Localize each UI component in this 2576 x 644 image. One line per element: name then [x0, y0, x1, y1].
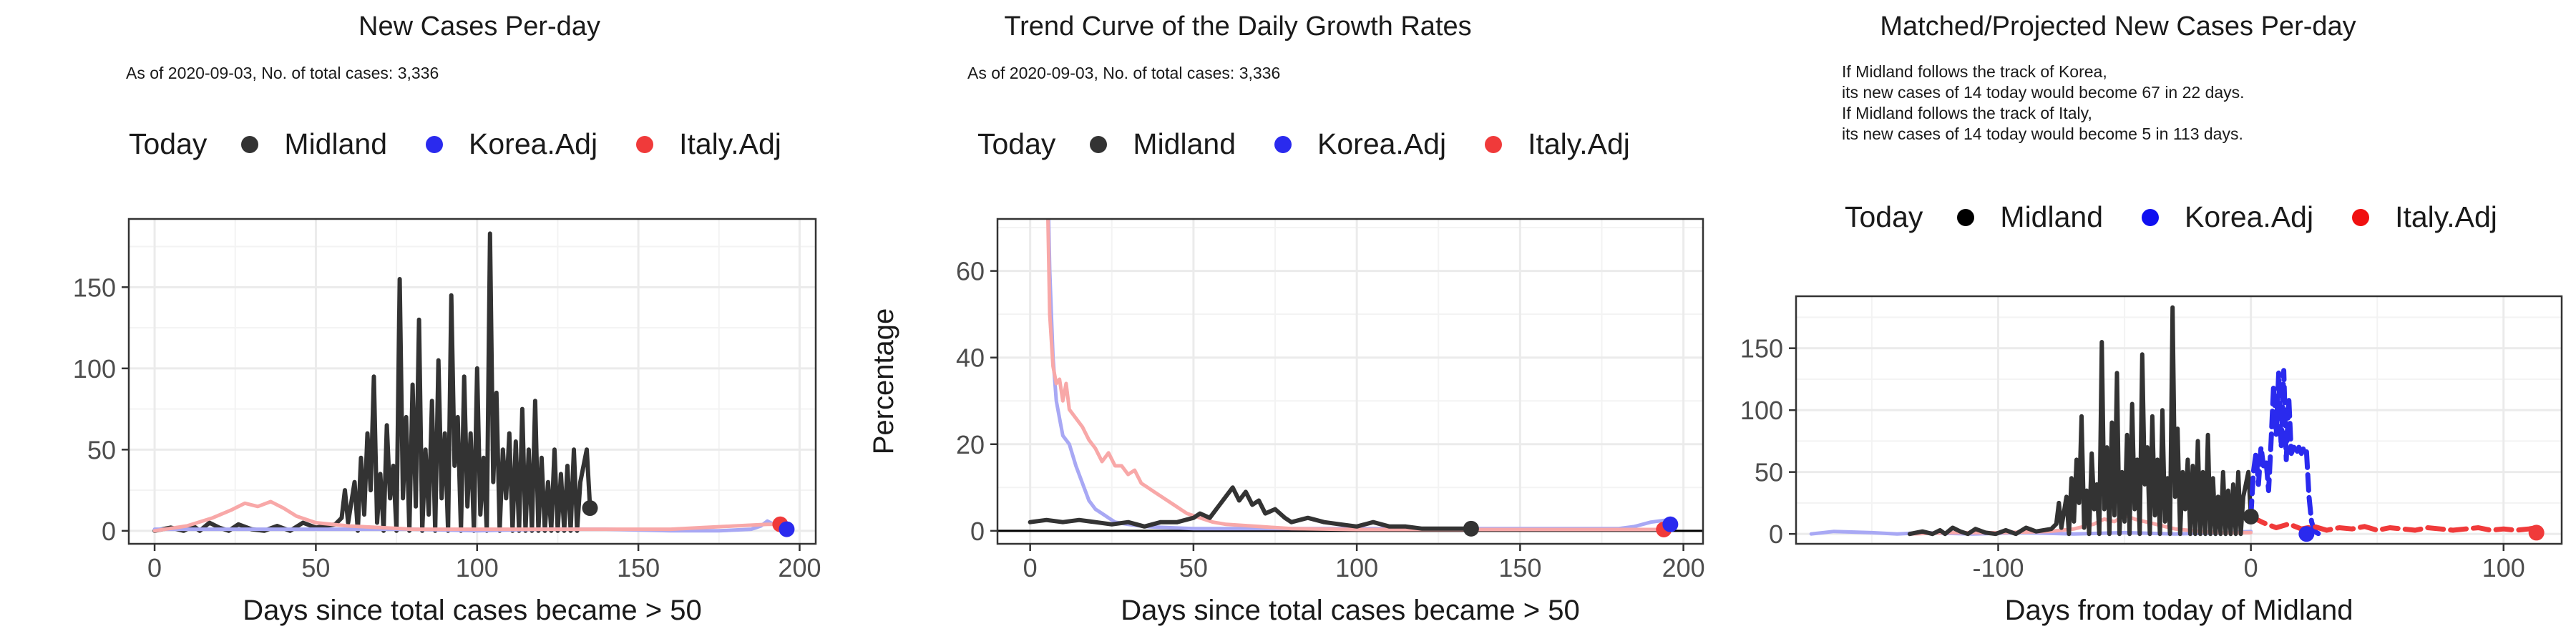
legend: Today Midland Korea.Adj Italy.Adj	[129, 127, 820, 161]
series-line-italy-adj	[1046, 219, 1669, 532]
x-axis-label: Days since total cases became > 50	[243, 595, 701, 626]
chart-subtitle: If Midland follows the track of Korea, i…	[1842, 62, 2245, 143]
legend-title: Today	[129, 127, 208, 160]
panel-growth-rates: Trend Curve of the Daily Growth Rates As…	[859, 0, 1717, 644]
legend: Today Midland Korea.Adj Italy.Adj	[977, 127, 1669, 161]
today-point-midland	[1463, 520, 1479, 537]
x-tick-label: -100	[1972, 553, 2024, 582]
y-tick-label: 60	[956, 257, 985, 286]
legend-dot-korea	[426, 135, 444, 153]
legend-label-midland: Midland	[2000, 200, 2104, 233]
plot-border	[127, 218, 817, 545]
x-tick-label: 100	[2482, 553, 2525, 582]
legend-label-italy: Italy.Adj	[679, 127, 781, 160]
x-axis-label: Days since total cases became > 50	[1121, 595, 1579, 626]
legend-title: Today	[1845, 200, 1923, 233]
today-point-korea	[2298, 526, 2315, 542]
legend-dot-midland	[1090, 135, 1108, 153]
x-tick-label: 200	[1662, 553, 1705, 582]
y-tick-label: 50	[87, 435, 116, 464]
x-axis-label: Days from today of Midland	[2005, 595, 2353, 626]
x-tick-label: 0	[1023, 553, 1038, 582]
y-tick-label: 100	[73, 354, 116, 384]
legend-label-korea: Korea.Adj	[2185, 200, 2314, 233]
series-line-korea-adj	[2248, 368, 2322, 537]
x-tick-label: 0	[147, 553, 162, 582]
y-tick-label: 0	[1769, 519, 1783, 549]
chart-subtitle: As of 2020-09-03, No. of total cases: 3,…	[126, 64, 439, 82]
legend-label-italy: Italy.Adj	[1528, 127, 1630, 160]
x-tick-label: 200	[778, 553, 821, 582]
legend-dot-italy	[1485, 135, 1503, 153]
x-tick-label: 150	[617, 553, 660, 582]
y-tick-label: 50	[1755, 458, 1783, 487]
series-line-midland	[1907, 305, 2253, 537]
legend-label-midland: Midland	[1133, 127, 1236, 160]
legend-dot-korea	[1274, 135, 1292, 153]
plot-border	[1795, 295, 2563, 545]
legend-dot-korea	[2142, 208, 2160, 226]
chart-title: New Cases Per-day	[358, 11, 600, 42]
legend-dot-italy	[636, 135, 654, 153]
chart-title: Matched/Projected New Cases Per-day	[1880, 11, 2356, 42]
legend-label-italy: Italy.Adj	[2395, 200, 2497, 233]
x-tick-label: 50	[1179, 553, 1208, 582]
today-point-midland	[582, 500, 598, 517]
legend: Today Midland Korea.Adj Italy.Adj	[1845, 200, 2536, 234]
today-point-midland	[2243, 508, 2259, 525]
y-tick-label: 0	[102, 517, 116, 546]
plot-border	[996, 218, 1704, 545]
today-point-korea	[1662, 516, 1679, 532]
chart-3: -100 0 100 0 50 100 150 Days from today of Midl…	[1740, 295, 2563, 626]
panel-new-cases: New Cases Per-day As of 2020-09-03, No. …	[0, 0, 859, 644]
series-line-midland	[1028, 485, 1473, 531]
panel-projected: Matched/Projected New Cases Per-day If M…	[1717, 0, 2576, 644]
x-tick-label: 100	[456, 553, 499, 582]
legend-title: Today	[977, 127, 1056, 160]
x-tick-label: 0	[2244, 553, 2258, 582]
legend-label-midland: Midland	[284, 127, 388, 160]
legend-label-korea: Korea.Adj	[469, 127, 598, 160]
series-line-midland	[152, 231, 592, 533]
chart-2: 0 50 100 150 200 0 20 40 60 Days since total case…	[868, 218, 1705, 626]
chart-1: 0 50 100 150 200 0 50 100 150 Days since total ca…	[73, 218, 821, 626]
y-tick-label: 150	[1740, 334, 1783, 364]
series-line-italy-adj	[2248, 514, 2540, 533]
y-tick-label: 20	[956, 430, 985, 459]
x-tick-label: 50	[301, 553, 330, 582]
y-tick-label: 0	[970, 517, 985, 546]
x-tick-label: 100	[1335, 553, 1378, 582]
x-tick-label: 150	[1498, 553, 1541, 582]
today-point-italy	[2528, 525, 2545, 541]
today-point-korea	[779, 521, 795, 537]
legend-label-korea: Korea.Adj	[1317, 127, 1447, 160]
y-tick-label: 40	[956, 343, 985, 373]
y-tick-label: 100	[1740, 396, 1783, 425]
series-line-italy-adj	[152, 499, 789, 533]
y-tick-label: 150	[73, 273, 116, 302]
legend-dot-midland	[241, 135, 259, 153]
chart-subtitle: As of 2020-09-03, No. of total cases: 3,…	[967, 64, 1281, 82]
y-axis-label: Percentage	[868, 308, 899, 455]
legend-dot-italy	[2352, 208, 2370, 226]
chart-title: Trend Curve of the Daily Growth Rates	[1004, 11, 1472, 42]
legend-dot-midland	[1957, 208, 1975, 226]
